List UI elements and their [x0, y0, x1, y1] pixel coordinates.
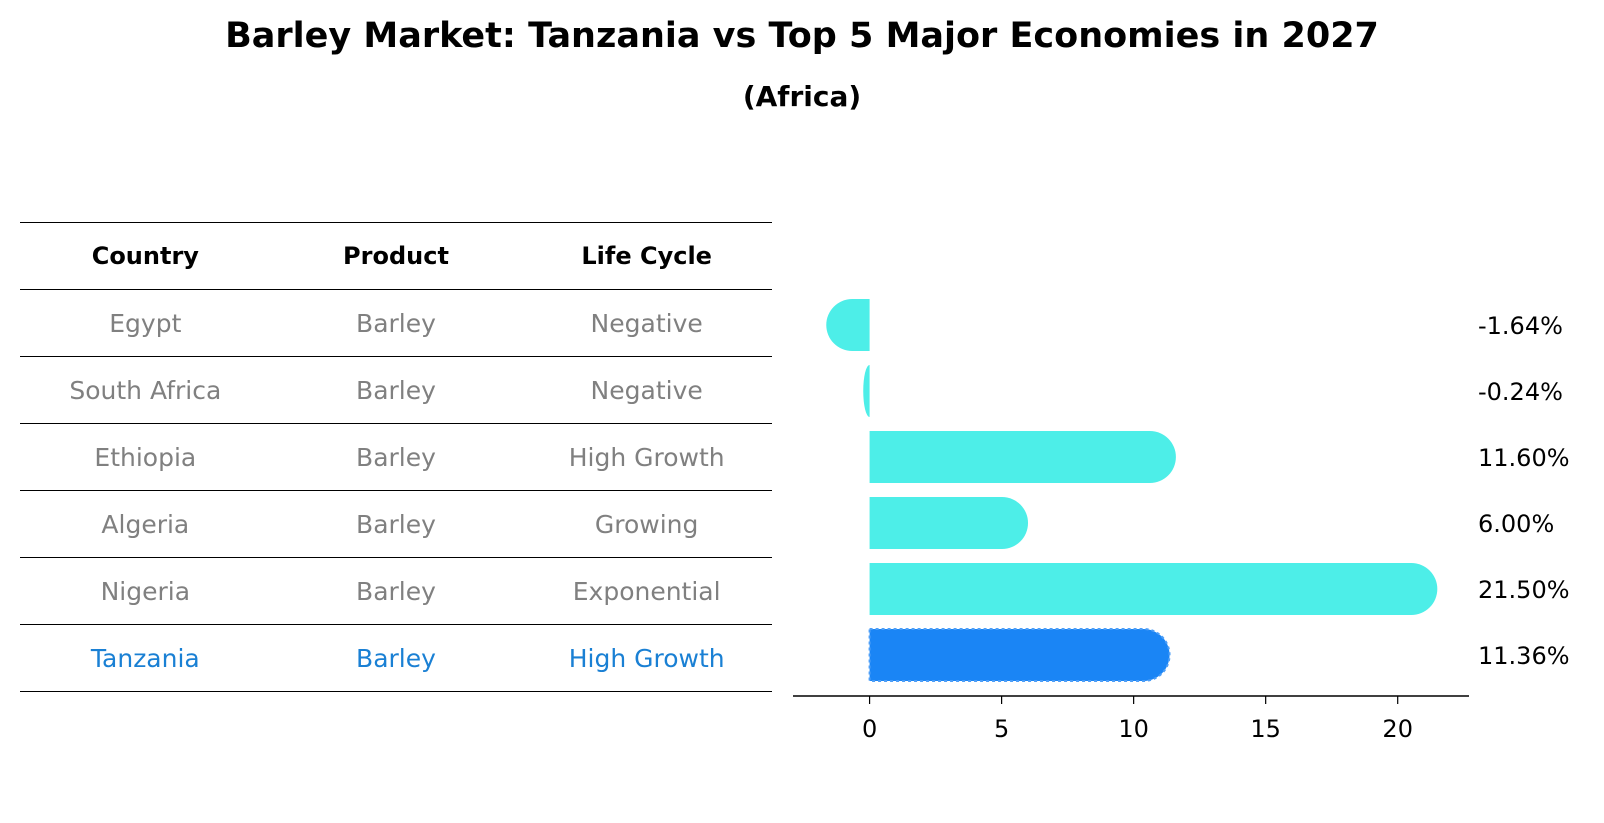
- cell-country: South Africa: [20, 356, 271, 424]
- header-product: Product: [270, 222, 522, 290]
- value-label: -0.24%: [1478, 378, 1563, 406]
- cell-product: Barley: [270, 289, 522, 357]
- bar-nigeria: [869, 563, 1438, 615]
- value-label: 21.50%: [1478, 576, 1570, 604]
- bar-egypt: [826, 299, 870, 351]
- value-label: 11.60%: [1478, 444, 1570, 472]
- chart-title: Barley Market: Tanzania vs Top 5 Major E…: [225, 16, 1379, 56]
- bar-ethiopia: [869, 431, 1176, 483]
- cell-country: Egypt: [20, 289, 271, 357]
- cell-country: Tanzania: [20, 624, 271, 692]
- cell-country: Algeria: [20, 490, 271, 558]
- table-row-highlighted: Tanzania Barley High Growth: [20, 624, 772, 692]
- table-row: Nigeria Barley Exponential: [20, 557, 772, 625]
- value-label: -1.64%: [1478, 312, 1563, 340]
- table-row: Egypt Barley Negative: [20, 289, 772, 357]
- table-row: South Africa Barley Negative: [20, 356, 772, 424]
- table-row: Algeria Barley Growing: [20, 490, 772, 558]
- table-header-row: Country Product Life Cycle: [20, 222, 772, 290]
- cell-product: Barley: [270, 356, 522, 424]
- cell-country: Nigeria: [20, 557, 271, 625]
- bar-algeria: [869, 497, 1029, 549]
- cell-life-cycle: High Growth: [521, 423, 772, 491]
- cell-life-cycle: Exponential: [521, 557, 772, 625]
- cell-product: Barley: [270, 557, 522, 625]
- x-tick-label: 15: [1250, 715, 1281, 743]
- header-life-cycle: Life Cycle: [521, 222, 772, 290]
- cell-life-cycle: High Growth: [521, 624, 772, 692]
- chart-subtitle: (Africa): [742, 80, 862, 113]
- cell-life-cycle: Negative: [521, 356, 772, 424]
- x-tick-label: 10: [1118, 715, 1149, 743]
- cell-life-cycle: Negative: [521, 289, 772, 357]
- cell-product: Barley: [270, 423, 522, 491]
- value-label: 6.00%: [1478, 510, 1554, 538]
- x-tick-label: 0: [862, 715, 877, 743]
- bar-tanzania: [868, 628, 1171, 682]
- value-label: 11.36%: [1478, 642, 1570, 670]
- cell-product: Barley: [270, 624, 522, 692]
- x-tick-label: 5: [994, 715, 1009, 743]
- x-tick-label: 20: [1382, 715, 1413, 743]
- cell-product: Barley: [270, 490, 522, 558]
- cell-country: Ethiopia: [20, 423, 271, 491]
- cell-life-cycle: Growing: [521, 490, 772, 558]
- bar-south-africa: [863, 365, 870, 417]
- header-country: Country: [20, 222, 271, 290]
- table-row: Ethiopia Barley High Growth: [20, 423, 772, 491]
- data-table: Country Product Life Cycle Egypt Barley …: [20, 222, 772, 692]
